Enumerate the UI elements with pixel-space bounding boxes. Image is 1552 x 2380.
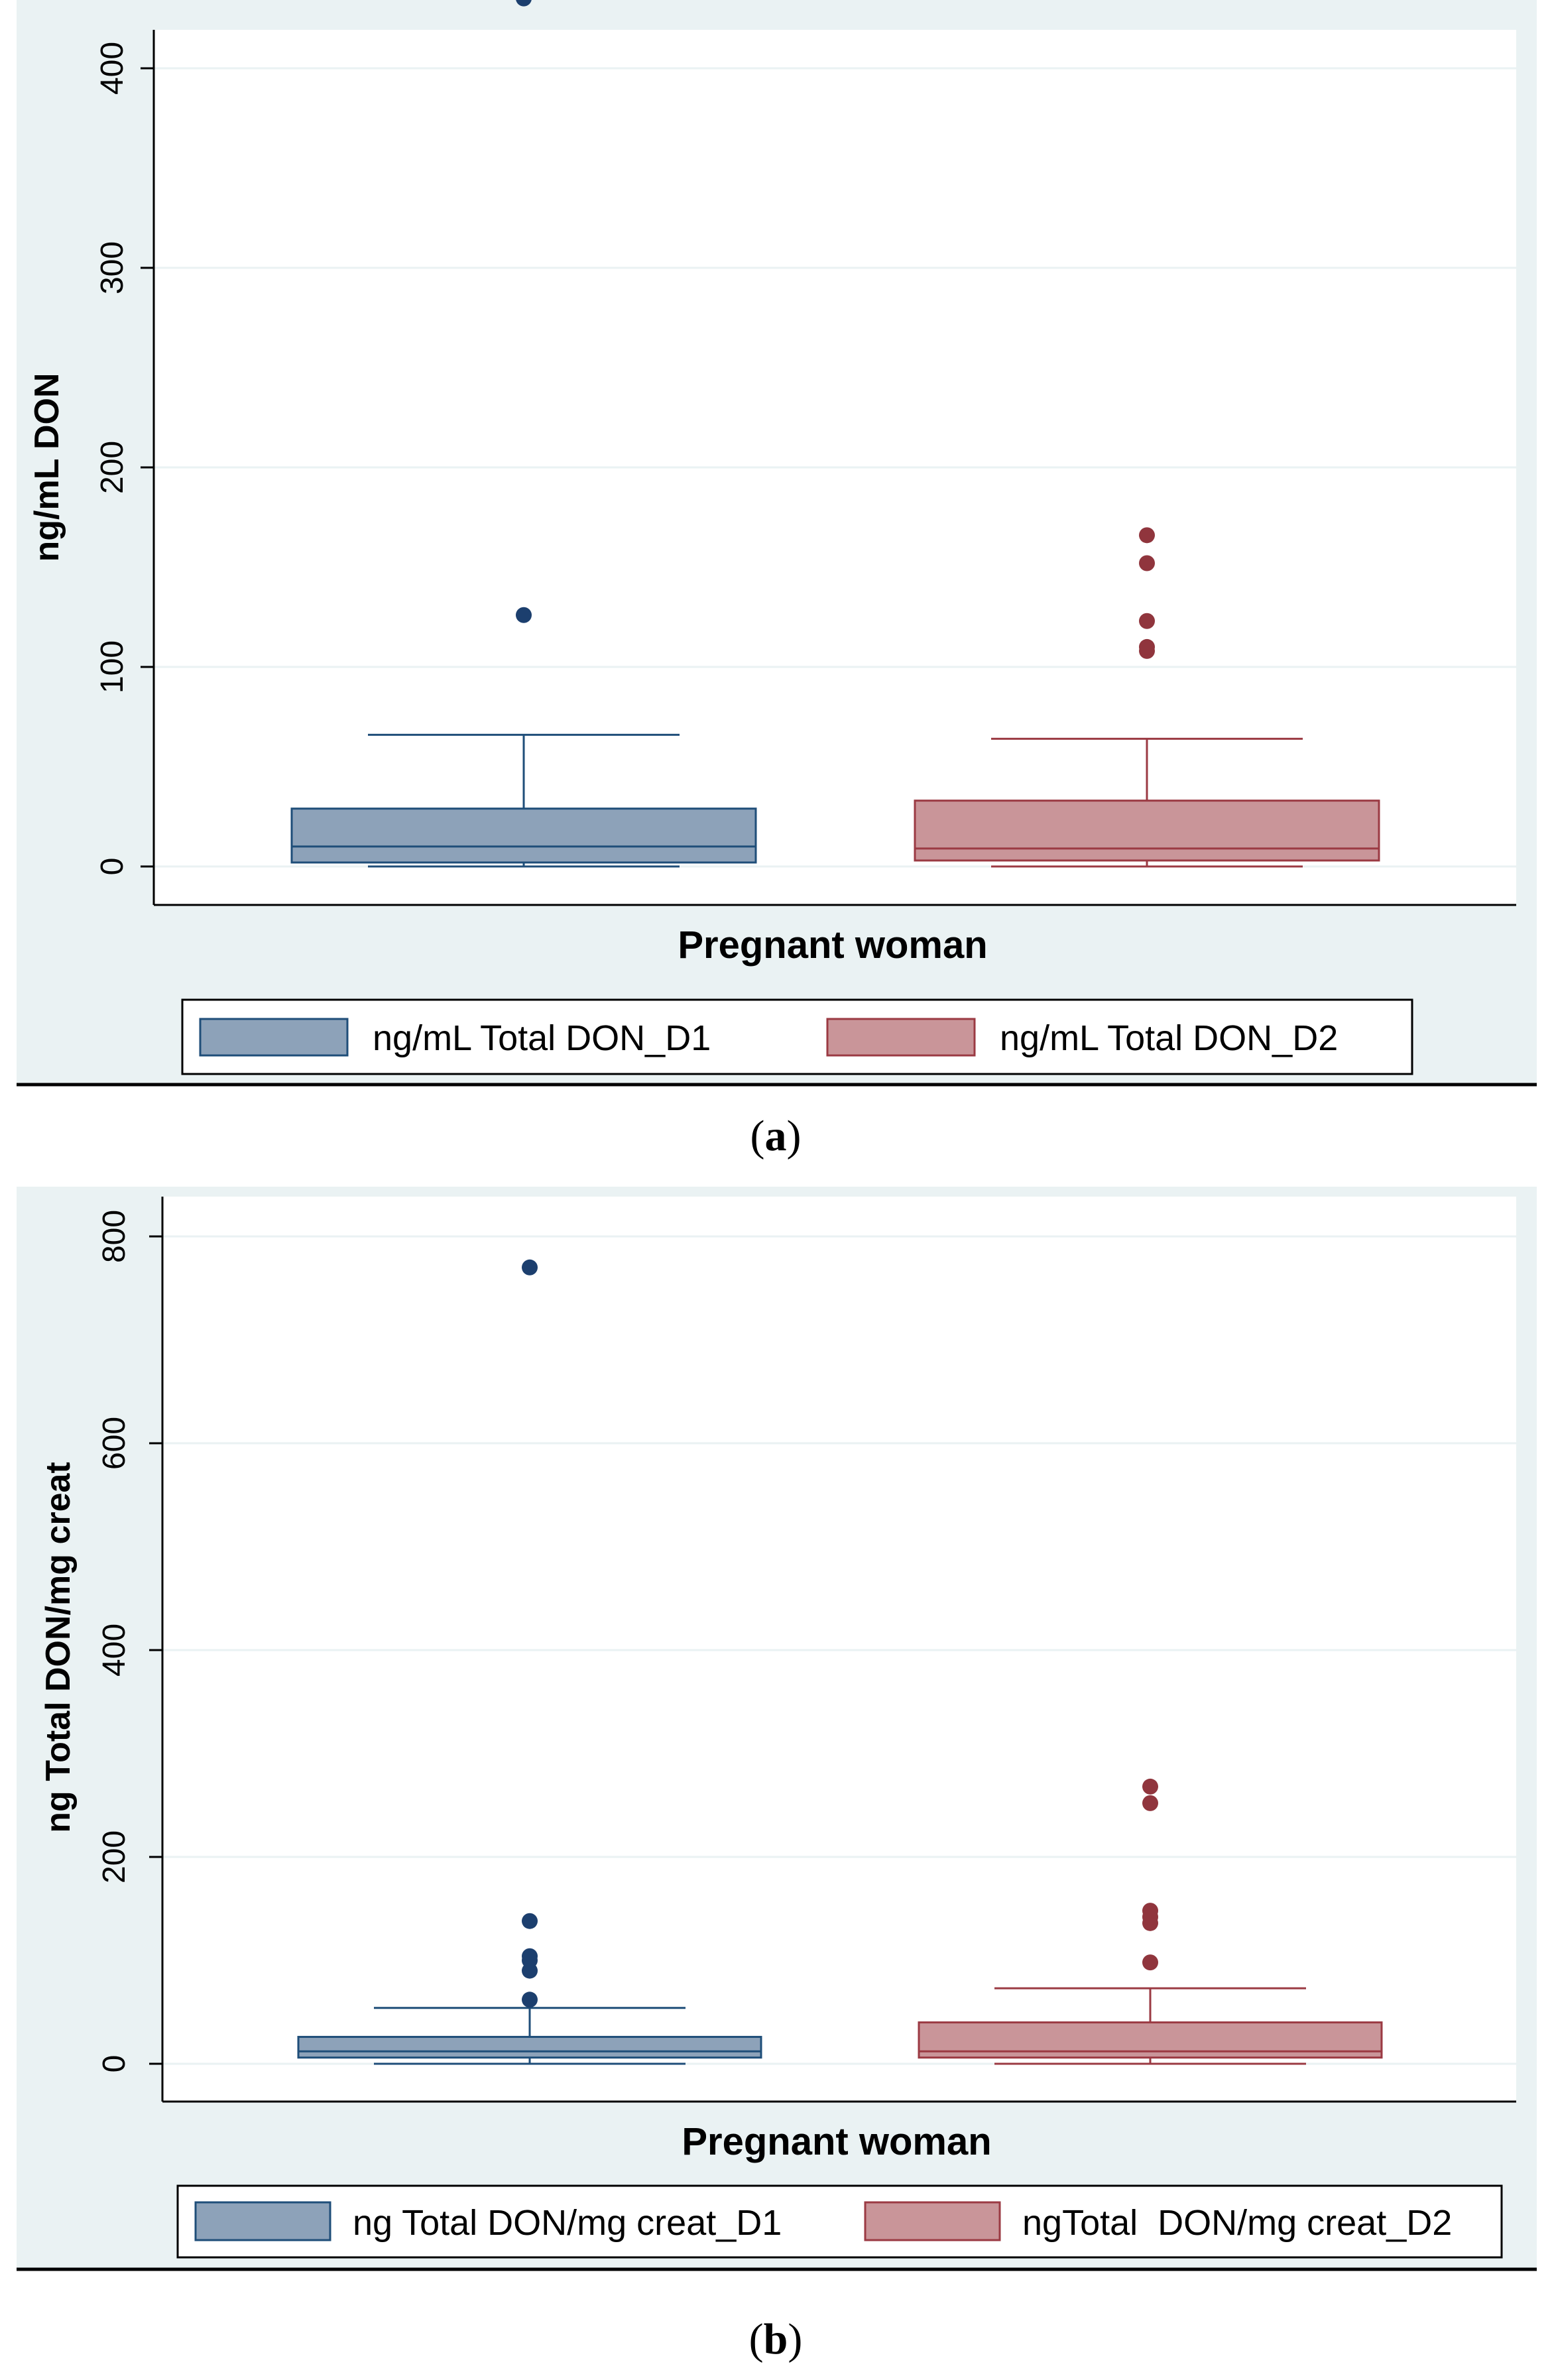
iqr-box: [290, 807, 757, 864]
box-series-2: [914, 527, 1380, 868]
outlier-point: [1142, 1954, 1158, 1971]
panel-a-x-label: Pregnant woman: [678, 923, 987, 967]
panel-b-x-label: Pregnant woman: [682, 2120, 991, 2163]
panel-a-boxes: [290, 0, 1380, 868]
panel-a-legend-frame: [181, 998, 1413, 1075]
box-series-2: [918, 1778, 1383, 2065]
panel-b-caption: (b): [749, 2315, 803, 2363]
legend-label-d1: ng Total DON/mg creat_D1: [353, 2203, 782, 2243]
y-tick-label: 100: [95, 640, 130, 693]
y-tick-label: 300: [95, 241, 130, 294]
y-tick-label: 400: [95, 42, 130, 95]
outlier-point: [522, 1992, 538, 2008]
outlier-point: [516, 0, 532, 7]
outlier-point: [1139, 555, 1155, 571]
legend-swatch-d1: [194, 2201, 331, 2241]
panel-b-caption-letter: b: [764, 2315, 788, 2363]
panel-b-legend: ng Total DON/mg creat_D1 ngTotal DON/mg …: [176, 2184, 1503, 2259]
iqr-box: [914, 800, 1380, 862]
outlier-point: [516, 607, 532, 623]
iqr-box: [297, 2035, 762, 2059]
y-tick-label: 0: [97, 2055, 132, 2073]
panel-b-boxes: [297, 1259, 1383, 2065]
panel-a-caption-letter: a: [765, 1112, 787, 1160]
box-series-1: [297, 1259, 762, 2065]
outlier-point: [522, 1948, 538, 1964]
outlier-point: [522, 1259, 538, 1276]
panel-a-y-label: ng/mL DON: [28, 373, 66, 562]
box-series-1: [290, 0, 757, 868]
panel-a-y-ticks: 0 100 200 300 400: [95, 42, 154, 875]
legend-label-d1: ng/mL Total DON_D1: [373, 1018, 711, 1058]
y-tick-label: 400: [97, 1624, 132, 1677]
y-tick-label: 200: [95, 441, 130, 494]
panel-a: 0 100 200 300 400 ng/mL DON Pregnant woman n…: [17, 0, 1537, 1085]
y-tick-label: 0: [95, 858, 130, 876]
legend-swatch-d1: [199, 1018, 349, 1057]
y-tick-label: 200: [97, 1830, 132, 1883]
legend-label-d2: ng/mL Total DON_D2: [1000, 1018, 1338, 1058]
y-tick-label: 800: [97, 1210, 132, 1263]
outlier-point: [1139, 527, 1155, 544]
panel-b-y-label: ng Total DON/mg creat: [39, 1462, 78, 1833]
outlier-point: [1139, 613, 1155, 629]
y-tick-label: 600: [97, 1417, 132, 1470]
panel-b-legend-frame: [176, 2184, 1503, 2259]
outlier-point: [1142, 1903, 1158, 1919]
panel-a-legend: ng/mL Total DON_D1 ng/mL Total DON_D2: [181, 998, 1413, 1075]
outlier-point: [1142, 1795, 1158, 1811]
panel-a-caption: (a): [750, 1112, 802, 1160]
panel-b-y-ticks: 0 200 400 600 800: [97, 1210, 162, 2072]
legend-swatch-d2: [864, 2201, 1001, 2241]
panel-b: 0 200 400 600 800 ng Total DON/mg creat Preg…: [17, 1187, 1537, 2269]
outlier-point: [1139, 638, 1155, 655]
outlier-point: [522, 1913, 538, 1929]
outlier-point: [1142, 1778, 1158, 1795]
legend-label-d2: ngTotal DON/mg creat_D2: [1022, 2203, 1452, 2243]
legend-swatch-d2: [826, 1018, 976, 1057]
